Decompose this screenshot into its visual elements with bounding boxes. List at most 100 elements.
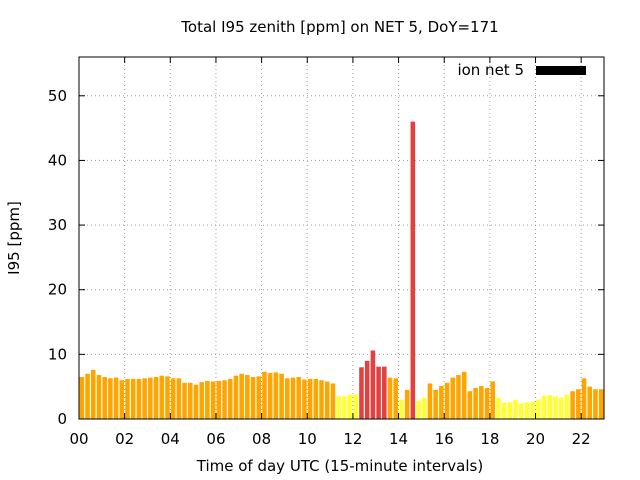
bar bbox=[347, 394, 353, 419]
plot-frame bbox=[78, 56, 605, 420]
bar bbox=[125, 378, 130, 419]
bar bbox=[102, 376, 107, 419]
y-tick-label: 10 bbox=[48, 345, 67, 363]
y-tick-label: 0 bbox=[57, 410, 67, 428]
bar bbox=[467, 391, 473, 419]
bar bbox=[330, 383, 336, 419]
bar bbox=[79, 376, 85, 419]
bar bbox=[96, 375, 102, 419]
bar bbox=[148, 377, 153, 419]
legend: ion net 5 bbox=[457, 61, 586, 79]
ticks-layer bbox=[78, 57, 604, 420]
bar bbox=[558, 397, 564, 419]
bar bbox=[165, 376, 170, 419]
bar bbox=[279, 373, 284, 419]
grid-layer bbox=[79, 57, 604, 419]
bar bbox=[307, 378, 313, 419]
bar bbox=[142, 378, 147, 419]
bar bbox=[479, 386, 484, 419]
bar bbox=[205, 380, 210, 419]
bar bbox=[382, 366, 387, 419]
bar bbox=[136, 378, 142, 419]
x-tick-label: 12 bbox=[343, 430, 362, 448]
bar bbox=[490, 381, 496, 419]
bar bbox=[433, 389, 438, 419]
bar bbox=[450, 377, 456, 419]
bar bbox=[159, 375, 165, 419]
bar bbox=[302, 379, 307, 419]
bar bbox=[473, 387, 478, 419]
y-tick-label: 30 bbox=[48, 216, 67, 234]
x-tick-label: 06 bbox=[206, 430, 225, 448]
y-axis-label: I95 [ppm] bbox=[5, 201, 23, 275]
x-tick-label: 22 bbox=[572, 430, 591, 448]
bar bbox=[593, 389, 598, 419]
bar bbox=[182, 382, 187, 419]
y-tick-label: 20 bbox=[48, 281, 67, 299]
bar bbox=[153, 376, 159, 419]
bar bbox=[524, 402, 530, 419]
legend-label: ion net 5 bbox=[457, 61, 524, 79]
bar bbox=[176, 378, 182, 419]
bar bbox=[130, 378, 136, 419]
x-tick-label: 18 bbox=[480, 430, 499, 448]
bar bbox=[461, 371, 467, 419]
labels-layer: 0 10 20 30 40 50 00 02 04 06 08 10 12 14 16 18 20 22 bbox=[48, 87, 591, 448]
bar bbox=[313, 378, 319, 419]
bar bbox=[416, 400, 421, 419]
bar bbox=[324, 381, 330, 419]
x-tick-label: 02 bbox=[115, 430, 134, 448]
bar bbox=[421, 397, 427, 419]
bar bbox=[530, 401, 535, 419]
bar bbox=[85, 373, 90, 419]
bar bbox=[199, 382, 204, 419]
bar bbox=[410, 121, 416, 420]
bar bbox=[513, 399, 518, 419]
bar bbox=[285, 378, 290, 419]
bar bbox=[250, 376, 256, 419]
bar bbox=[427, 383, 433, 419]
bar bbox=[227, 378, 233, 419]
x-tick-label: 14 bbox=[389, 430, 408, 448]
bar bbox=[108, 378, 113, 419]
bar bbox=[364, 360, 370, 419]
x-axis-label: Time of day UTC (15-minute intervals) bbox=[196, 457, 483, 475]
bar bbox=[359, 367, 364, 419]
y-tick-label: 40 bbox=[48, 151, 67, 169]
bar bbox=[267, 373, 273, 419]
bar bbox=[239, 373, 244, 419]
bar bbox=[518, 403, 524, 419]
x-tick-label: 10 bbox=[298, 430, 317, 448]
bar bbox=[370, 350, 376, 419]
bar bbox=[387, 377, 393, 419]
bar bbox=[399, 399, 404, 419]
bar bbox=[319, 380, 324, 419]
bar bbox=[256, 376, 262, 419]
bar bbox=[222, 380, 227, 419]
bar bbox=[342, 396, 347, 419]
bar bbox=[353, 394, 359, 419]
bar bbox=[507, 402, 513, 419]
chart-title: Total I95 zenith [ppm] on NET 5, DoY=171 bbox=[180, 18, 498, 36]
x-tick-label: 16 bbox=[435, 430, 454, 448]
bar bbox=[290, 377, 296, 419]
x-tick-label: 04 bbox=[161, 430, 180, 448]
bar bbox=[541, 395, 547, 419]
bar bbox=[501, 402, 507, 419]
bar bbox=[581, 378, 587, 419]
y-tick-label: 50 bbox=[48, 87, 67, 105]
bar bbox=[484, 387, 490, 419]
bar bbox=[444, 382, 450, 419]
bar bbox=[553, 396, 558, 419]
x-tick-label: 00 bbox=[69, 430, 88, 448]
bar bbox=[393, 378, 398, 419]
bar bbox=[233, 375, 239, 419]
bars-layer bbox=[79, 121, 604, 420]
bar bbox=[90, 369, 96, 419]
bar bbox=[598, 389, 604, 419]
bar bbox=[273, 372, 279, 419]
bar bbox=[193, 384, 199, 419]
bar bbox=[245, 375, 250, 419]
bar bbox=[536, 399, 541, 419]
